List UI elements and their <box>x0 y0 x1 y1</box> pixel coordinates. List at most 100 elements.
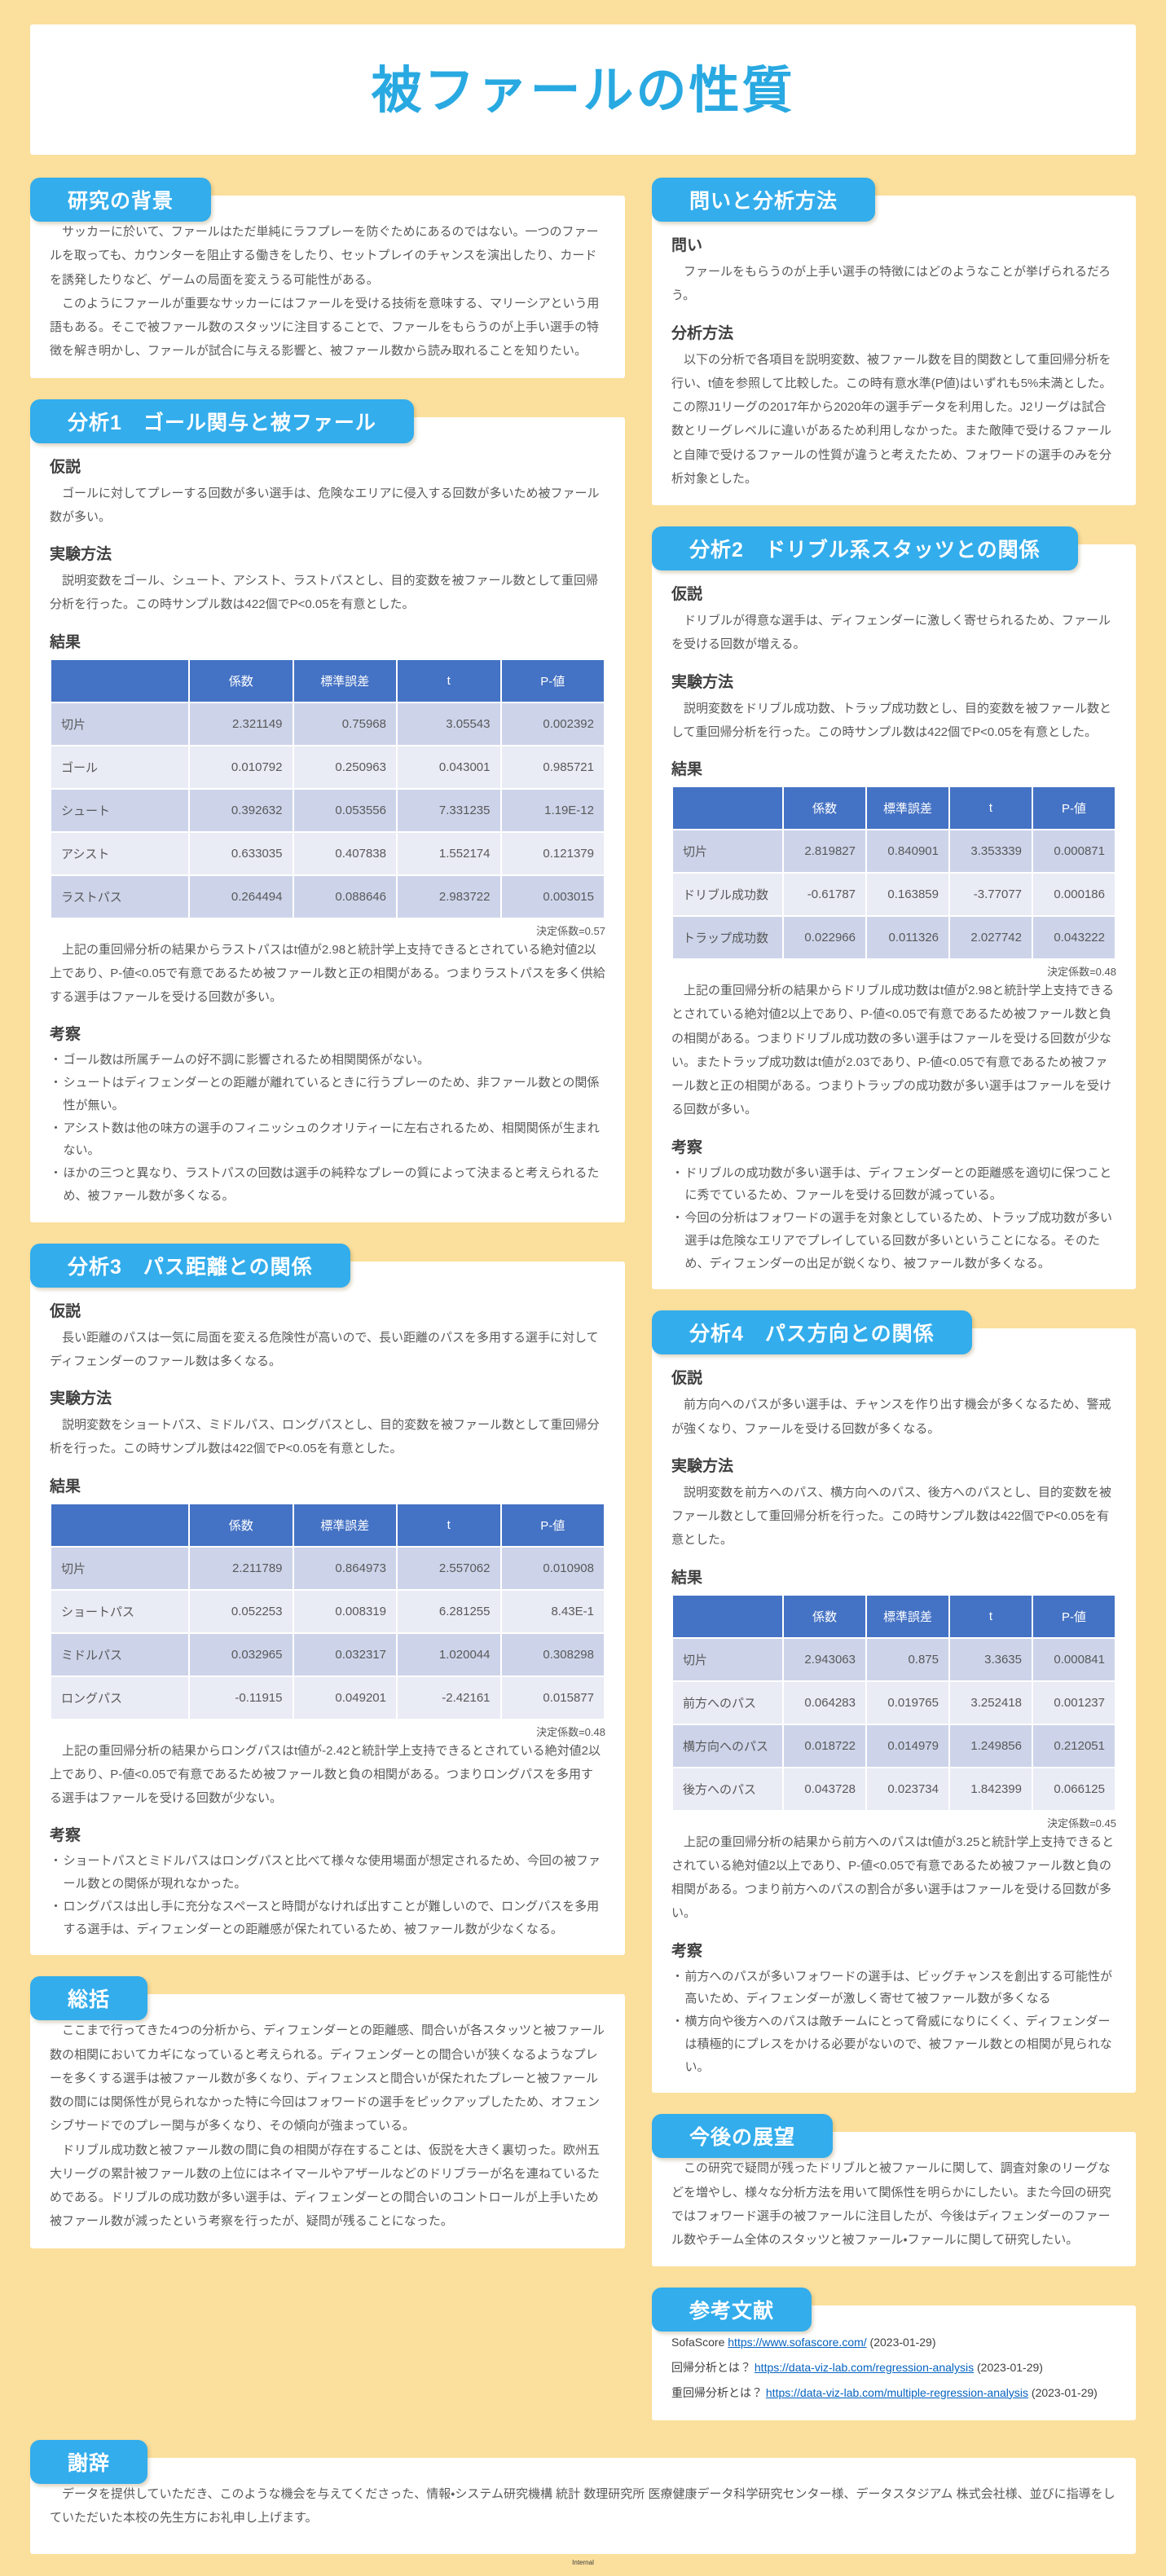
hypothesis-text: ドリブルが得意な選手は、ディフェンダーに激しく寄せられるため、ファールを受ける回… <box>671 614 1111 652</box>
result-text: 上記の重回帰分析の結果から前方へのパスはt値が3.25と統計学上支持できるとされ… <box>671 1834 1115 1921</box>
reference-item: 重回帰分析とは？ https://data-viz-lab.com/multip… <box>671 2380 1116 2406</box>
row-label: 横方向へのパス <box>671 1723 784 1768</box>
row-label: ミドルパス <box>50 1631 190 1677</box>
column-header: 標準誤差 <box>292 1502 398 1548</box>
row-label: 後方へのパス <box>671 1766 784 1812</box>
row-label: シュート <box>50 787 190 833</box>
method-text: 説明変数を前方へのパス、横方向へのパス、後方へのパスとし、目的変数を被ファール数… <box>671 1485 1112 1548</box>
table-cell: 2.557062 <box>396 1545 502 1591</box>
table-header-row: 係数 標準誤差 t P-値 <box>50 1502 605 1548</box>
section-analysis4: 分析4 パス方向との関係 仮説 前方向へのパスが多い選手は、チャンスを作り出す機… <box>652 1310 1136 2094</box>
section-analysis3: 分析3 パス距離との関係 仮説 長い距離のパスは一気に局面を変える危険性が高いの… <box>30 1243 625 1956</box>
table-cell: 0.032965 <box>188 1631 294 1677</box>
summary-paragraph: ドリブル成功数と被ファール数の間に負の相関が存在することは、仮説を大きく裏切った… <box>50 2142 601 2229</box>
reference-date: (2023-01-29) <box>866 2336 936 2349</box>
table-cell: 0.864973 <box>292 1545 398 1591</box>
column-header: 係数 <box>782 1593 867 1639</box>
section-question-method: 問いと分析方法 問い ファールをもらうのが上手い選手の特徴にはどのようなことが挙… <box>652 178 1136 505</box>
column-header: t <box>396 658 502 703</box>
table-row: ラストパス 0.264494 0.088646 2.983722 0.003015 <box>50 874 605 919</box>
hypothesis-heading: 仮説 <box>671 586 703 603</box>
section-analysis1: 分析1 ゴール関与と被ファール 仮説 ゴールに対してプレーする回数が多い選手は、… <box>30 399 625 1222</box>
regression-table-analysis1: 係数 標準誤差 t P-値 切片 2.321149 0.75968 3.05543 0.0023… <box>50 658 605 919</box>
table-cell: 0.049201 <box>292 1675 398 1720</box>
table-cell: 0.163859 <box>865 872 950 917</box>
discussion-item: ほかの三つと異なり、ラストパスの回数は選手の純粋なプレーの質によって決まると考え… <box>50 1162 605 1208</box>
result-text: 上記の重回帰分析の結果からロングパスはt値が-2.42と統計学上支持できるとされ… <box>50 1743 601 1806</box>
hypothesis-heading: 仮説 <box>50 458 81 476</box>
r-squared-note: 決定係数=0.57 <box>536 924 605 937</box>
table-cell: 6.281255 <box>396 1588 502 1634</box>
table-cell: 3.05543 <box>396 701 502 746</box>
regression-table-analysis2: 係数 標準誤差 t P-値 切片 2.819827 0.840901 3.353339 0.00… <box>671 786 1116 960</box>
table-cell: 0.308298 <box>499 1631 605 1677</box>
discussion-item: アシスト数は他の味方の選手のフィニッシュのクオリティーに左右されるため、相関関係… <box>50 1117 605 1163</box>
reference-prefix: 重回帰分析とは？ <box>671 2385 766 2399</box>
section-header-pill: 参考文献 <box>652 2288 812 2332</box>
r-squared-note: 決定係数=0.48 <box>536 1725 605 1738</box>
table-cell: 0.022966 <box>782 915 867 960</box>
row-label: ゴール <box>50 744 190 790</box>
reference-prefix: 回帰分析とは？ <box>671 2361 755 2375</box>
discussion-item: ショートパスとミドルパスはロングパスと比べて様々な使用場面が想定されるため、今回… <box>50 1850 605 1896</box>
result-heading: 結果 <box>50 1477 81 1495</box>
section-future: 今後の展望 この研究で疑問が残ったドリブルと被ファールに関して、調査対象のリーグ… <box>652 2114 1136 2267</box>
table-row: 切片 2.321149 0.75968 3.05543 0.002392 <box>50 701 605 746</box>
table-row: ドリブル成功数 -0.61787 0.163859 -3.77077 0.000186 <box>671 872 1116 917</box>
table-cell: 0.066125 <box>1032 1766 1116 1812</box>
section-header-pill: 総括 <box>30 1976 148 2021</box>
discussion-item: シュートはディフェンダーとの距離が離れているときに行うプレーのため、非ファール数… <box>50 1072 605 1117</box>
column-header <box>671 1593 784 1639</box>
poster-title: 被ファールの性質 <box>371 63 795 119</box>
content-columns: 研究の背景 サッカーに於いて、ファールはただ単純にラフプレーを防ぐためにあるので… <box>30 156 1136 2420</box>
column-header: P-値 <box>499 1502 605 1548</box>
column-header <box>50 1502 190 1548</box>
section-references: 参考文献 SofaScore https://www.sofascore.com… <box>652 2288 1136 2420</box>
table-cell: 0.023734 <box>865 1766 950 1812</box>
table-row: 切片 2.819827 0.840901 3.353339 0.000871 <box>671 829 1116 874</box>
table-cell: 0.633035 <box>188 830 294 876</box>
regression-table-analysis4: 係数 標準誤差 t P-値 切片 2.943063 0.875 3.3635 0.000841 前… <box>671 1593 1116 1812</box>
table-cell: 8.43E-1 <box>499 1588 605 1634</box>
discussion-heading: 考察 <box>671 1942 703 1960</box>
table-cell: -0.11915 <box>188 1675 294 1720</box>
table-cell: 0.032317 <box>292 1631 398 1677</box>
table-cell: 3.353339 <box>948 829 1033 874</box>
hypothesis-heading: 仮説 <box>50 1302 81 1320</box>
column-header: 係数 <box>188 1502 294 1548</box>
method-heading: 実験方法 <box>50 1390 112 1407</box>
discussion-item: 前方へのパスが多いフォワードの選手は、ビッグチャンスを創出する可能性が高いため、… <box>671 1966 1116 2011</box>
table-row: アシスト 0.633035 0.407838 1.552174 0.121379 <box>50 830 605 876</box>
row-label: 切片 <box>50 1545 190 1591</box>
table-row: ロングパス -0.11915 0.049201 -2.42161 0.015877 <box>50 1675 605 1720</box>
reference-link[interactable]: https://data-viz-lab.com/regression-anal… <box>754 2361 975 2375</box>
section-header-pill: 謝辞 <box>30 2439 148 2484</box>
table-cell: 0.001237 <box>1032 1680 1116 1725</box>
table-cell: 0.011326 <box>865 915 950 960</box>
background-paragraph: サッカーに於いて、ファールはただ単純にラフプレーを防ぐためにあるのではない。一つ… <box>50 225 599 287</box>
column-header: P-値 <box>1032 786 1116 830</box>
table-cell: 0.014979 <box>865 1723 950 1768</box>
column-header: 係数 <box>188 658 294 703</box>
discussion-item: ゴール数は所属チームの好不調に影響されるため相関関係がない。 <box>50 1049 605 1072</box>
reference-link[interactable]: https://data-viz-lab.com/multiple-regres… <box>765 2385 1029 2399</box>
column-header: 標準誤差 <box>865 786 950 830</box>
future-text: この研究で疑問が残ったドリブルと被ファールに関して、調査対象のリーグなどを増やし… <box>671 2161 1111 2247</box>
discussion-item: 横方向や後方へのパスは敵チームにとって脅威になりにくく、ディフェンダーは積極的に… <box>671 2010 1116 2078</box>
column-header <box>50 658 190 703</box>
method-heading: 実験方法 <box>671 1457 734 1475</box>
reference-link[interactable]: https://www.sofascore.com/ <box>728 2336 867 2349</box>
table-cell: 2.983722 <box>396 874 502 919</box>
analysis-method-text: 以下の分析で各項目を説明変数、被ファール数を目的関数として重回帰分析を行い、t値… <box>671 352 1112 486</box>
reference-item: 回帰分析とは？ https://data-viz-lab.com/regress… <box>671 2355 1116 2380</box>
table-header-row: 係数 標準誤差 t P-値 <box>671 786 1116 830</box>
column-header: 標準誤差 <box>292 658 398 703</box>
table-row: ゴール 0.010792 0.250963 0.043001 0.985721 <box>50 744 605 790</box>
row-label: ドリブル成功数 <box>671 872 784 917</box>
acknowledgement-text: データを提供していただき、このような機会を与えてくださった、情報・システム研究機… <box>50 2486 1115 2525</box>
question-text: ファールをもらうのが上手い選手の特徴にはどのようなことが挙げられるだろう。 <box>671 265 1111 303</box>
table-cell: 1.19E-12 <box>499 787 605 833</box>
table-row: 横方向へのパス 0.018722 0.014979 1.249856 0.212051 <box>671 1723 1116 1768</box>
table-cell: 0.043728 <box>782 1766 867 1812</box>
